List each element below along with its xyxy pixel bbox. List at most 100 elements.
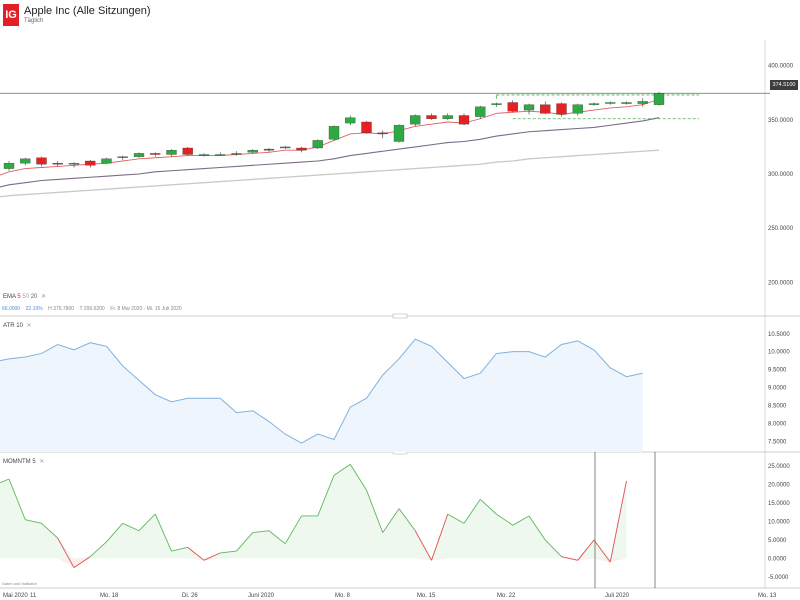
time-axis-label: Juni 2020 [248,593,275,599]
momentum-line-segment [106,523,124,543]
candle-body [653,93,665,105]
momentum-line-segment [577,539,595,561]
time-axis-label: Di. 26 [182,593,198,599]
atr-indicator-legend[interactable]: ATR 10 ✕ [3,322,32,329]
candle-body [540,104,551,114]
candle-body [20,158,31,164]
candle-body [117,156,128,158]
momentum-line-segment [73,556,91,569]
momentum-line-segment [203,552,221,561]
ema-20-line [0,117,660,188]
candle-body [198,154,210,156]
candle-body [166,150,177,155]
ig-logo: IG [3,4,19,26]
momentum-line-segment [122,522,140,532]
momentum-line-segment [609,480,627,563]
momentum-line-segment [57,537,75,568]
momentum-line-segment [89,541,107,557]
momentum-line-segment [496,513,514,526]
candle-body [572,104,583,114]
time-axis-label: Mo. 15 [417,593,436,599]
candle-body [312,140,323,149]
candle-body [182,147,193,155]
ema-period-50: 50 [22,294,30,300]
price-tick-label: 200.0000 [768,280,794,286]
candle-body [361,121,372,133]
candle-body [588,103,600,105]
price-tick-label: 400.0000 [768,64,794,70]
candle-body [556,103,567,115]
candle-body [393,125,405,142]
momentum-line-segment [463,499,481,524]
momentum-tick-label: 5.0000 [768,538,787,544]
momentum-line-segment [41,523,59,539]
time-axis-label: Juli 2020 [605,593,630,599]
info-bar: 66.0000 22.19% H 375.7800 T 299.6200 Fr.… [2,306,182,312]
candle-body [280,146,291,149]
candle-body [523,104,535,111]
close-icon[interactable]: ✕ [41,294,47,300]
momentum-line-segment [398,508,416,532]
momentum-line-segment [431,513,449,561]
pane-resize-handle [392,313,408,319]
candle-body [442,115,453,119]
close-icon[interactable]: ✕ [39,459,45,465]
candle-body [36,157,47,165]
time-axis-label: Mo. 22 [497,593,516,599]
momentum-line-segment [561,556,578,561]
atr-line [0,338,643,444]
candle-body [491,103,502,105]
momentum-line-segment [317,475,335,517]
candle-body [345,117,356,124]
atr-tick-label: 9.0000 [768,386,787,392]
info-low: T 299.6200 [79,306,105,312]
ema-period-20: 20 [30,294,38,300]
price-tick-label: 250.0000 [768,226,794,232]
momentum-line-segment [220,550,237,554]
atr-tick-label: 10.5000 [768,332,790,338]
momentum-line-segment [154,513,172,552]
ema-50-line [0,149,660,198]
ema-label: EMA [3,294,16,300]
momentum-line-segment [171,546,188,552]
momentum-tick-label: 0.0000 [768,556,787,562]
time-axis-label: Mo. 18 [100,593,119,599]
atr-period: 10 [16,323,23,329]
atr-tick-label: 7.5000 [768,439,787,445]
candle-body [52,163,63,165]
candle-body [377,132,388,135]
momentum-line-segment [447,513,465,524]
momentum-line-segment [349,463,367,491]
momentum-tick-label: 20.0000 [768,483,790,489]
momentum-line-segment [593,539,611,563]
instrument-title: Apple Inc (Alle Sitzungen) [24,5,151,17]
ema-period-5: 5 [17,294,21,300]
momentum-indicator-legend[interactable]: MOMNTM 5 ✕ [3,458,44,465]
candle-body [231,153,242,155]
momentum-line-segment [284,515,302,544]
info-value-1: 66.0000 [2,306,21,312]
atr-tick-label: 10.0000 [768,350,790,356]
ema-indicator-legend[interactable]: EMA 5 50 20 ✕ [3,293,46,300]
candle-body [133,153,145,157]
candle-body [101,158,112,164]
info-high: H 375.7800 [48,306,75,312]
close-icon[interactable]: ✕ [26,323,32,329]
atr-tick-label: 8.0000 [768,421,787,427]
momentum-positive-fill [0,464,627,559]
candle-body [328,126,340,140]
momentum-line-segment [479,499,497,515]
price-tick-label: 300.0000 [768,172,794,178]
candle-body [426,115,437,119]
candle-body [621,102,632,104]
momentum-line-segment [187,547,205,561]
candle-body [68,163,80,165]
momentum-negative-fill [0,558,627,568]
timeframe-label: Täglich [24,18,44,24]
time-axis-label: 11 [30,593,37,599]
price-tick-label: 350.0000 [768,118,794,124]
momentum-line-segment [414,530,432,561]
footer-note: Daten und Indikator [2,581,37,586]
momentum-period: 5 [32,459,36,465]
